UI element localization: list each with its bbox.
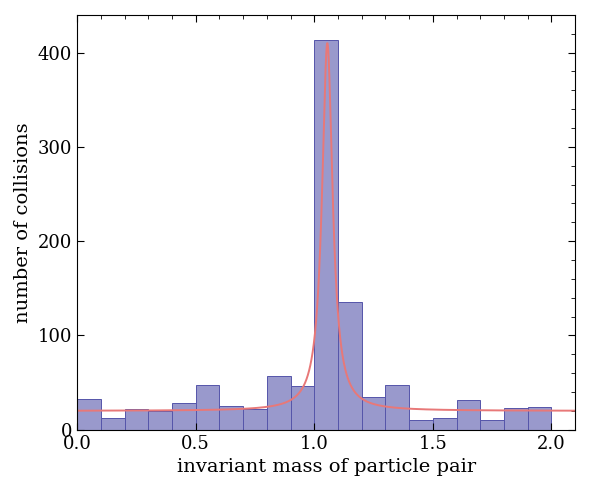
Bar <box>172 404 196 430</box>
Bar <box>314 41 338 430</box>
Bar <box>504 408 528 430</box>
Bar <box>362 397 385 430</box>
Bar <box>291 386 314 430</box>
Bar <box>219 406 243 430</box>
Y-axis label: number of collisions: number of collisions <box>14 122 32 323</box>
Bar <box>433 417 457 430</box>
Bar <box>528 407 551 430</box>
Bar <box>409 420 433 430</box>
Bar <box>148 411 172 430</box>
Bar <box>125 409 148 430</box>
Bar <box>196 384 219 430</box>
Bar <box>77 399 101 430</box>
Bar <box>385 385 409 430</box>
Bar <box>267 376 291 430</box>
Bar <box>480 420 504 430</box>
Bar <box>243 409 267 430</box>
Bar <box>101 417 125 430</box>
X-axis label: invariant mass of particle pair: invariant mass of particle pair <box>177 458 476 476</box>
Bar <box>457 400 480 430</box>
Bar <box>338 302 362 430</box>
